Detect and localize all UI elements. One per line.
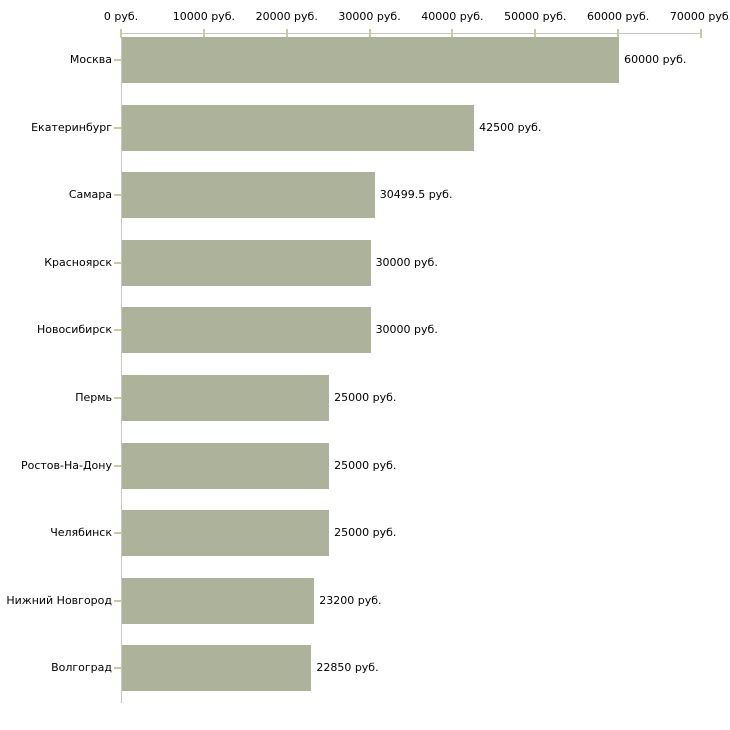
x-axis-tick-mark — [617, 29, 620, 38]
x-axis-tick-label: 40000 руб. — [421, 10, 484, 23]
x-axis-tick-label: 30000 руб. — [338, 10, 401, 23]
category-label: Екатеринбург — [31, 120, 112, 134]
bar — [122, 172, 375, 219]
value-label: 23200 руб. — [319, 593, 382, 607]
x-axis-tick-mark — [285, 29, 288, 38]
x-axis-tick-mark — [368, 29, 371, 38]
bar — [122, 510, 330, 557]
category-label: Пермь — [75, 391, 112, 404]
bar — [122, 645, 312, 692]
x-axis-tick-mark — [120, 29, 122, 38]
bar — [122, 104, 475, 151]
bar — [122, 442, 330, 489]
bar — [122, 577, 315, 624]
x-axis-tick-mark — [700, 29, 702, 38]
category-label: Красноярск — [44, 255, 112, 269]
category-tick-mark — [114, 599, 121, 602]
x-axis-line — [121, 33, 702, 34]
category-tick-mark — [114, 397, 121, 399]
bar — [122, 239, 371, 286]
value-label: 25000 руб. — [334, 391, 397, 404]
bar — [122, 375, 330, 421]
bar — [122, 307, 371, 354]
category-tick-mark — [114, 667, 121, 670]
value-label: 60000 руб. — [624, 53, 687, 66]
category-tick-mark — [114, 532, 121, 535]
x-axis-tick-label: 10000 руб. — [172, 10, 235, 23]
x-axis-tick-mark — [534, 29, 537, 38]
category-label: Новосибирск — [36, 323, 112, 337]
category-tick-mark — [114, 261, 121, 264]
bar — [122, 37, 620, 83]
x-axis-tick-label: 50000 руб. — [504, 10, 567, 23]
category-tick-mark — [114, 329, 121, 332]
value-label: 30499.5 руб. — [379, 188, 453, 202]
x-axis-tick-label: 70000 руб. — [669, 10, 730, 23]
value-label: 22850 руб. — [316, 661, 379, 675]
category-tick-mark — [114, 126, 121, 129]
category-label: Самара — [68, 188, 112, 202]
y-axis-line — [121, 33, 122, 703]
category-tick-mark — [114, 464, 121, 467]
category-label: Волгоград — [51, 661, 112, 675]
category-tick-mark — [114, 59, 121, 61]
category-label: Нижний Новгород — [6, 593, 112, 607]
value-label: 30000 руб. — [375, 255, 438, 269]
x-axis-tick-label: 20000 руб. — [255, 10, 318, 23]
category-label: Москва — [69, 53, 112, 66]
value-label: 30000 руб. — [375, 323, 438, 337]
value-label: 25000 руб. — [334, 526, 397, 540]
x-axis-tick-mark — [451, 29, 454, 38]
value-label: 42500 руб. — [479, 120, 542, 134]
category-label: Челябинск — [50, 526, 112, 540]
x-axis-tick-label: 60000 руб. — [587, 10, 650, 23]
category-tick-mark — [114, 194, 121, 197]
value-label: 25000 руб. — [334, 458, 397, 472]
x-axis-tick-label: 0 руб. — [103, 10, 139, 23]
category-label: Ростов-На-Дону — [20, 458, 112, 472]
x-axis-tick-mark — [202, 29, 205, 38]
